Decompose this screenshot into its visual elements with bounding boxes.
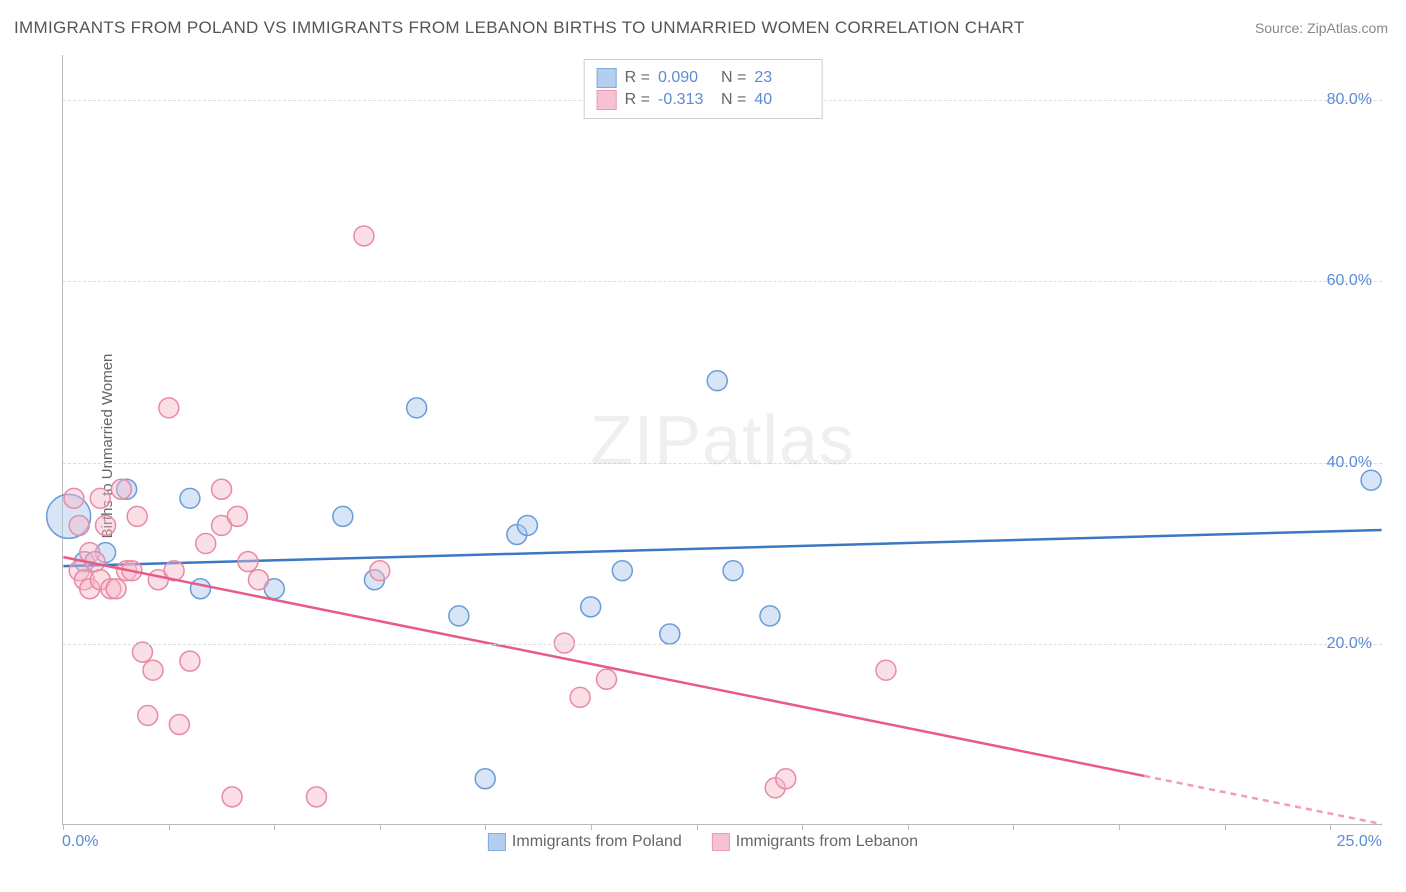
data-point — [581, 597, 601, 617]
data-point — [248, 570, 268, 590]
y-tick-label: 60.0% — [1327, 272, 1372, 290]
data-point — [370, 561, 390, 581]
swatch-lebanon — [597, 90, 617, 110]
data-point — [407, 398, 427, 418]
data-point — [169, 714, 189, 734]
y-tick-label: 20.0% — [1327, 635, 1372, 653]
trend-line — [63, 530, 1381, 566]
data-point — [760, 606, 780, 626]
data-point — [597, 669, 617, 689]
y-tick-label: 80.0% — [1327, 91, 1372, 109]
swatch-poland — [597, 68, 617, 88]
data-point — [111, 479, 131, 499]
legend-item-lebanon: Immigrants from Lebanon — [712, 833, 918, 851]
data-point — [90, 488, 110, 508]
data-point — [517, 515, 537, 535]
swatch-poland-icon — [488, 833, 506, 851]
data-point — [143, 660, 163, 680]
x-min-label: 0.0% — [62, 833, 98, 851]
data-point — [333, 506, 353, 526]
data-point — [127, 506, 147, 526]
trend-line-extrapolated — [1144, 776, 1381, 824]
data-point — [707, 371, 727, 391]
correlation-chart: IMMIGRANTS FROM POLAND VS IMMIGRANTS FRO… — [0, 0, 1406, 892]
swatch-lebanon-icon — [712, 833, 730, 851]
data-point — [180, 488, 200, 508]
data-point — [180, 651, 200, 671]
data-point — [196, 534, 216, 554]
data-point — [190, 579, 210, 599]
data-point — [776, 769, 796, 789]
data-point — [570, 687, 590, 707]
plot-area: ZIPatlas 20.0%40.0%60.0%80.0% — [62, 55, 1382, 825]
data-point — [159, 398, 179, 418]
data-point — [132, 642, 152, 662]
data-point — [212, 479, 232, 499]
trend-line — [63, 557, 1144, 776]
data-point — [69, 515, 89, 535]
data-point — [64, 488, 84, 508]
stats-row-lebanon: R = -0.313 N = 40 — [597, 90, 810, 110]
data-point — [449, 606, 469, 626]
plot-svg — [63, 55, 1382, 824]
data-point — [723, 561, 743, 581]
y-tick-label: 40.0% — [1327, 454, 1372, 472]
series-legend: Immigrants from Poland Immigrants from L… — [488, 833, 918, 851]
data-point — [660, 624, 680, 644]
stats-row-poland: R = 0.090 N = 23 — [597, 68, 810, 88]
data-point — [96, 515, 116, 535]
data-point — [475, 769, 495, 789]
data-point — [612, 561, 632, 581]
data-point — [238, 552, 258, 572]
data-point — [354, 226, 374, 246]
data-point — [306, 787, 326, 807]
x-max-label: 25.0% — [1337, 833, 1382, 851]
data-point — [138, 705, 158, 725]
data-point — [222, 787, 242, 807]
data-point — [1361, 470, 1381, 490]
legend-item-poland: Immigrants from Poland — [488, 833, 682, 851]
chart-title: IMMIGRANTS FROM POLAND VS IMMIGRANTS FRO… — [14, 18, 1025, 38]
data-point — [106, 579, 126, 599]
data-point — [227, 506, 247, 526]
data-point — [876, 660, 896, 680]
chart-source: Source: ZipAtlas.com — [1255, 20, 1388, 36]
stats-legend: R = 0.090 N = 23 R = -0.313 N = 40 — [584, 59, 823, 119]
